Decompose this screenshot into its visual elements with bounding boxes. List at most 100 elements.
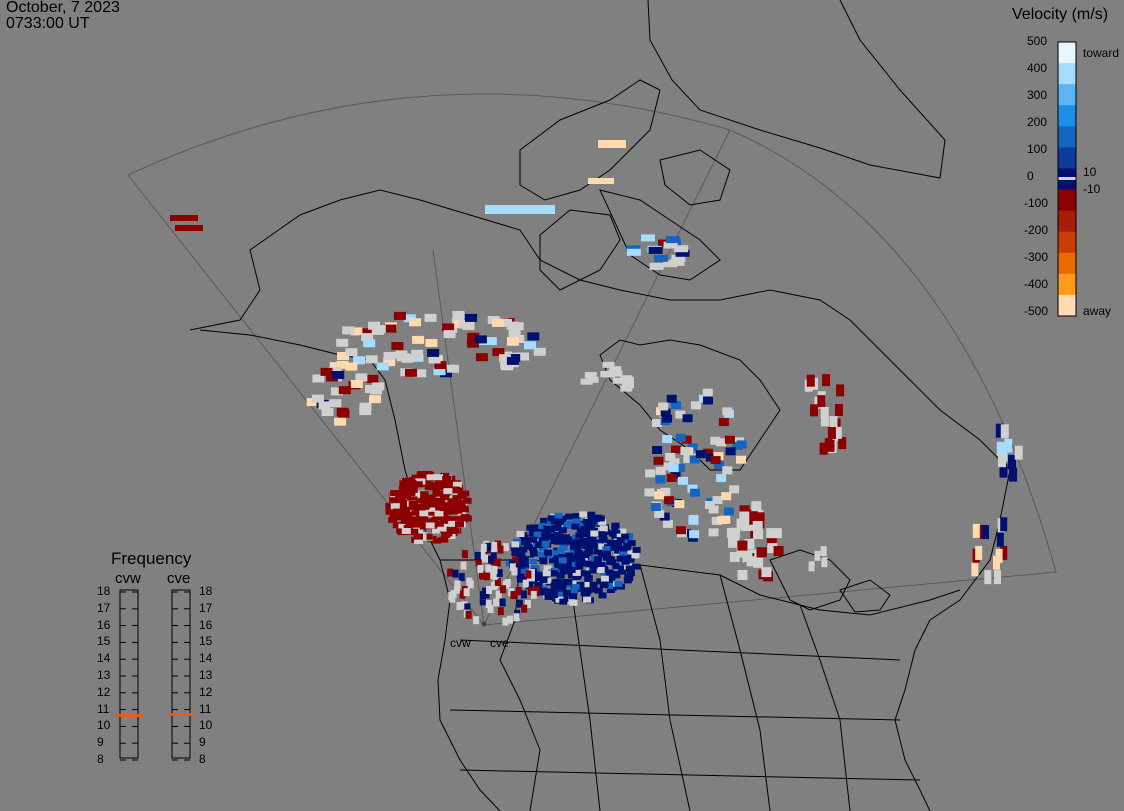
scatter-cell <box>554 535 562 542</box>
scatter-cell <box>598 140 626 148</box>
scatter-cell <box>442 323 455 332</box>
scatter-cell <box>728 537 738 548</box>
scatter-cell <box>520 567 529 574</box>
scatter-cell <box>485 600 492 608</box>
scatter-cell <box>432 490 442 497</box>
scatter-cell <box>398 485 408 492</box>
scatter-cell <box>606 370 619 377</box>
scatter-cell <box>562 579 570 585</box>
scatter-cell <box>424 498 434 505</box>
scatter-cell <box>1000 517 1008 532</box>
scatter-cell <box>626 248 641 256</box>
colorbar-segment <box>1058 84 1076 106</box>
scatter-cell <box>600 581 609 588</box>
scatter-cell <box>390 490 400 497</box>
scatter-cell <box>1004 438 1013 453</box>
scatter-cell <box>422 480 432 487</box>
scatter-cell <box>653 456 664 465</box>
scatter-cell <box>516 599 523 608</box>
scatter-cell <box>551 524 560 531</box>
scatter-cell <box>594 587 603 594</box>
velocity-tick: -500 <box>1024 304 1049 318</box>
scatter-cell <box>652 446 663 454</box>
scatter-cell <box>559 598 568 605</box>
scatter-cell <box>491 318 504 327</box>
time-label: 0733:00 UT <box>6 15 90 32</box>
scatter-cell <box>771 528 782 539</box>
scatter-cell <box>432 537 442 544</box>
scatter-cell <box>547 588 555 595</box>
scatter-cell <box>334 417 347 426</box>
scatter-cell <box>458 320 471 329</box>
scatter-cell <box>418 519 428 526</box>
away-label: away <box>1083 304 1112 318</box>
scatter-cell <box>450 503 460 510</box>
scatter-cell <box>810 404 818 417</box>
scatter-cell <box>598 551 606 558</box>
scatter-cell <box>366 374 379 383</box>
scatter-cell <box>511 550 520 557</box>
scatter-cell <box>419 515 429 522</box>
colorbar-segment <box>1058 273 1076 296</box>
scatter-cell <box>597 531 606 538</box>
scatter-cell <box>621 558 630 565</box>
scatter-cell <box>441 508 451 515</box>
scatter-cell <box>547 526 556 533</box>
scatter-cell <box>170 215 198 221</box>
scatter-cell <box>984 570 992 585</box>
scatter-cell <box>442 476 452 482</box>
scatter-cell <box>754 512 765 523</box>
scatter-cell <box>827 427 836 439</box>
scatter-cell <box>645 469 656 478</box>
scatter-cell <box>543 565 552 572</box>
scatter-cell <box>552 550 561 557</box>
scatter-cell <box>474 551 481 560</box>
scatter-cell <box>541 532 550 539</box>
scatter-cell <box>554 512 563 519</box>
scatter-cell <box>527 586 534 595</box>
scatter-cell <box>751 501 762 512</box>
inner-tick-positive: 10 <box>1083 165 1097 179</box>
scatter-cell <box>409 528 419 535</box>
scatter-cell <box>370 386 383 395</box>
scatter-cell <box>612 563 621 570</box>
scatter-cell <box>550 592 559 598</box>
scatter-cell <box>350 380 363 388</box>
scatter-cell <box>504 579 511 587</box>
scatter-cell <box>460 561 467 570</box>
scatter-cell <box>490 544 497 553</box>
scatter-cell <box>465 313 477 322</box>
frequency-bar-cvw <box>119 589 139 759</box>
scatter-cell <box>558 554 567 560</box>
scatter-cell <box>452 481 462 488</box>
scatter-cell <box>452 495 462 502</box>
scatter-cell <box>583 588 592 595</box>
scatter-cell <box>440 472 450 479</box>
scatter-cell <box>540 517 549 524</box>
scatter-cell <box>573 544 582 551</box>
scatter-cell <box>337 352 350 360</box>
scatter-cell <box>682 414 693 423</box>
scatter-cell <box>355 373 368 382</box>
scatter-cell <box>329 399 342 408</box>
map-title: October, 7 2023 0733:00 UT <box>6 0 120 32</box>
scatter-cell <box>605 576 614 583</box>
scatter-cell <box>671 254 686 262</box>
scatter-cell <box>411 504 421 511</box>
scatter-cell <box>530 590 537 599</box>
scatter-cell <box>175 225 203 231</box>
scatter-cell <box>621 533 630 540</box>
scatter-cell <box>525 583 534 590</box>
scatter-cell <box>475 353 488 362</box>
scatter-cell <box>576 522 585 529</box>
scatter-cell <box>521 604 528 613</box>
scatter-cell <box>383 352 396 360</box>
scatter-cell <box>428 482 437 489</box>
scatter-cell <box>579 511 588 518</box>
scatter-cell <box>666 394 677 403</box>
scatter-cell <box>766 528 777 539</box>
scatter-cell <box>488 555 495 564</box>
scatter-cell <box>496 569 503 578</box>
scatter-cell <box>430 494 440 501</box>
scatter-cell <box>998 453 1006 468</box>
